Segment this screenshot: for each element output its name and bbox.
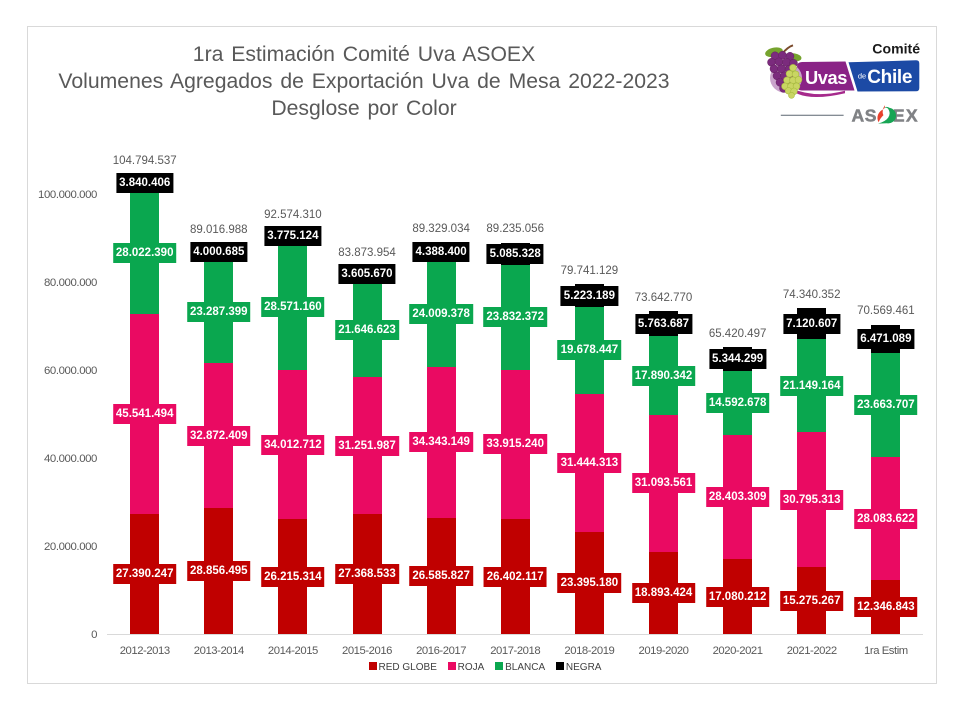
svg-text:Chile: Chile bbox=[867, 67, 912, 88]
svg-text:Comité: Comité bbox=[872, 41, 920, 57]
svg-text:Uvas: Uvas bbox=[805, 67, 847, 88]
svg-text:EX: EX bbox=[893, 106, 919, 126]
svg-text:AS: AS bbox=[852, 106, 878, 126]
svg-text:de: de bbox=[858, 72, 866, 81]
